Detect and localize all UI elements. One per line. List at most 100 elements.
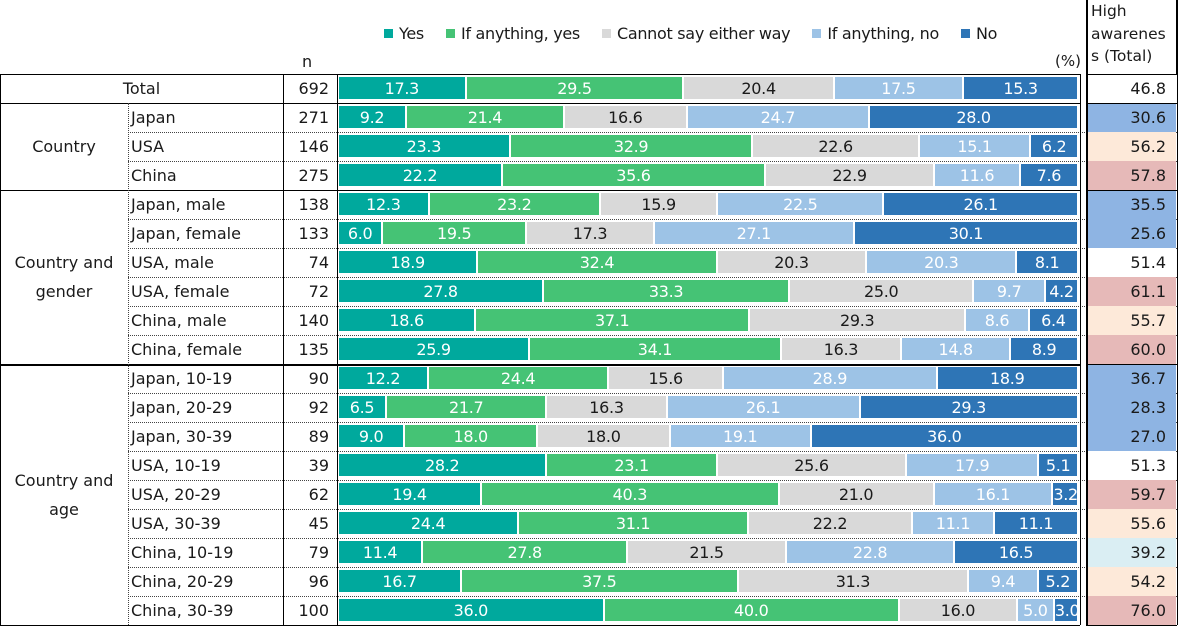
bar-segment-no: 8.1 — [1017, 251, 1077, 273]
bar-segment-cannot-say-either-way: 20.3 — [717, 251, 868, 273]
row-label: USA, 30-39 — [131, 514, 221, 533]
high-awareness-value: 46.8 — [1088, 74, 1176, 103]
row-n-value: 138 — [298, 195, 329, 214]
bar-segment-yes: 25.9 — [339, 338, 531, 360]
legend-label-no: No — [975, 23, 998, 43]
row-n-value: 62 — [308, 485, 329, 504]
label-n-divider — [283, 74, 284, 625]
high-awareness-value: 56.2 — [1088, 132, 1176, 161]
group-label-country-and-gender: Country and gender — [0, 190, 128, 364]
percent-unit-label: (%) — [1055, 52, 1081, 70]
bar-segment-if-anything-no: 22.5 — [718, 193, 885, 215]
bar-segment-no: 28.0 — [870, 106, 1077, 128]
bar-segment-no: 18.9 — [937, 367, 1077, 389]
high-awareness-value: 30.6 — [1088, 103, 1176, 132]
bar-segment-no: 6.4 — [1029, 309, 1077, 331]
row-separator-dotted — [128, 596, 1177, 597]
bar-segment-if-anything-yes: 29.5 — [466, 77, 685, 99]
bar-segment-cannot-say-either-way: 18.0 — [538, 425, 671, 447]
row-label: Japan, female — [131, 224, 241, 243]
bar-segment-cannot-say-either-way: 22.2 — [749, 512, 913, 534]
row-n-value: 45 — [308, 514, 329, 533]
bar-segment-yes: 28.2 — [339, 454, 548, 476]
bar-segment-no: 5.2 — [1038, 570, 1077, 592]
bar-segment-if-anything-yes: 33.3 — [544, 280, 790, 302]
bar-segment-no: 3.0 — [1054, 599, 1077, 621]
bar-segment-if-anything-yes: 37.5 — [462, 570, 739, 592]
row-separator-dotted — [128, 248, 1177, 249]
high-awareness-value: 39.2 — [1088, 538, 1176, 567]
bar-segment-if-anything-no: 11.6 — [935, 164, 1021, 186]
bar-segment-if-anything-yes: 32.4 — [478, 251, 718, 273]
bar-segment-no: 29.3 — [860, 396, 1077, 418]
bar-segment-cannot-say-either-way: 22.6 — [753, 135, 920, 157]
group-separator — [0, 74, 1080, 75]
bar-segment-no: 15.3 — [964, 77, 1077, 99]
bar-segment-no: 6.2 — [1031, 135, 1077, 157]
bar-segment-yes: 18.6 — [339, 309, 477, 331]
group-separator — [0, 103, 1080, 104]
row-n-value: 100 — [298, 601, 329, 620]
legend-label-if-anything-no: If anything, no — [827, 23, 939, 43]
row-separator-dotted — [128, 567, 1177, 568]
row-separator-dotted — [128, 219, 1177, 220]
bar-segment-if-anything-yes: 32.9 — [510, 135, 754, 157]
bar-segment-cannot-say-either-way: 16.6 — [565, 106, 688, 128]
group-separator-ha — [1086, 74, 1177, 75]
high-awareness-header: High awarenes s (Total) — [1086, 0, 1177, 74]
bar-segment-if-anything-yes: 35.6 — [503, 164, 766, 186]
group-label-text: Country and age — [15, 466, 114, 524]
row-label: China — [131, 166, 177, 185]
bar-segment-if-anything-no: 15.1 — [919, 135, 1032, 157]
row-label: Japan, 20-29 — [131, 398, 233, 417]
row-label: Japan, 30-39 — [131, 427, 233, 446]
group-column-divider — [128, 103, 129, 625]
bar-segment-yes: 11.4 — [339, 541, 424, 563]
bar-segment-no: 36.0 — [811, 425, 1077, 447]
row-n-value: 692 — [298, 79, 329, 98]
row-separator-dotted — [128, 393, 1177, 394]
bar-segment-if-anything-yes: 40.3 — [482, 483, 780, 505]
row-n-value: 146 — [298, 137, 329, 156]
bar-segment-yes: 27.8 — [339, 280, 545, 302]
bar-segment-cannot-say-either-way: 15.9 — [600, 193, 719, 215]
group-label-line: Country and — [14, 470, 114, 490]
bar-segment-if-anything-yes: 21.7 — [387, 396, 548, 418]
group-label-line: Country and — [14, 253, 114, 272]
bar-segment-yes: 22.2 — [339, 164, 503, 186]
bar-segment-if-anything-no: 28.9 — [724, 367, 938, 389]
bar-segment-no: 8.9 — [1011, 338, 1077, 360]
bar-segment-no: 26.1 — [884, 193, 1077, 215]
row-separator-dotted — [128, 422, 1177, 423]
row-separator-dotted — [128, 538, 1177, 539]
high-awareness-value: 25.6 — [1088, 219, 1176, 248]
row-n-value: 140 — [298, 311, 329, 330]
row-separator-dotted — [128, 161, 1177, 162]
row-n-value: 133 — [298, 224, 329, 243]
legend-label-if-anything-yes: If anything, yes — [460, 23, 580, 43]
bar-segment-if-anything-no: 16.1 — [934, 483, 1054, 505]
row-n-value: 72 — [308, 282, 329, 301]
bar-segment-if-anything-no: 8.6 — [966, 309, 1030, 331]
bar-segment-cannot-say-either-way: 17.3 — [527, 222, 655, 244]
table-bottom-border — [1086, 625, 1177, 626]
row-n-value: 96 — [308, 572, 329, 591]
group-separator — [0, 190, 1080, 191]
bar-segment-if-anything-no: 14.8 — [902, 338, 1012, 360]
bar-segment-no: 5.1 — [1039, 454, 1077, 476]
bar-segment-yes: 6.5 — [339, 396, 388, 418]
bar-segment-cannot-say-either-way: 22.9 — [765, 164, 936, 186]
row-label: China, male — [131, 311, 227, 330]
row-label: China, 30-39 — [131, 601, 234, 620]
bar-segment-yes: 9.0 — [339, 425, 406, 447]
high-awareness-value: 28.3 — [1088, 393, 1176, 422]
bar-segment-no: 7.6 — [1020, 164, 1077, 186]
high-awareness-value: 51.4 — [1088, 248, 1176, 277]
row-n-value: 89 — [308, 427, 329, 446]
bar-segment-if-anything-no: 27.1 — [654, 222, 855, 244]
group-separator-ha — [1086, 190, 1177, 191]
row-separator-dotted — [128, 335, 1177, 336]
bar-segment-if-anything-yes: 31.1 — [519, 512, 749, 534]
row-label: Japan, 10-19 — [131, 369, 233, 388]
bar-segment-if-anything-yes: 23.2 — [429, 193, 601, 215]
